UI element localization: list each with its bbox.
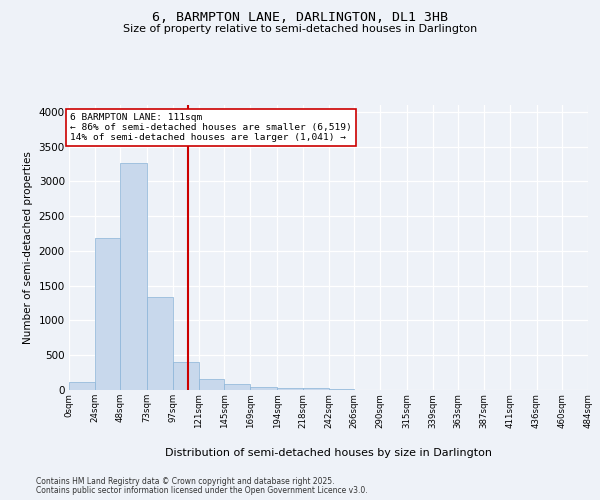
Bar [173, 362, 199, 390]
Bar [121, 162, 147, 390]
Bar [303, 388, 329, 390]
Bar [69, 382, 95, 390]
Text: Contains public sector information licensed under the Open Government Licence v3: Contains public sector information licen… [36, 486, 368, 495]
Bar [277, 388, 303, 390]
Bar [95, 238, 121, 390]
Text: Contains HM Land Registry data © Crown copyright and database right 2025.: Contains HM Land Registry data © Crown c… [36, 477, 335, 486]
Text: Size of property relative to semi-detached houses in Darlington: Size of property relative to semi-detach… [123, 24, 477, 34]
Y-axis label: Number of semi-detached properties: Number of semi-detached properties [23, 151, 33, 344]
Text: 6 BARMPTON LANE: 111sqm
← 86% of semi-detached houses are smaller (6,519)
14% of: 6 BARMPTON LANE: 111sqm ← 86% of semi-de… [70, 112, 352, 142]
Text: Distribution of semi-detached houses by size in Darlington: Distribution of semi-detached houses by … [166, 448, 493, 458]
Bar [199, 378, 224, 390]
Bar [224, 384, 250, 390]
Bar [147, 297, 173, 390]
Bar [329, 388, 354, 390]
Bar [250, 387, 277, 390]
Text: 6, BARMPTON LANE, DARLINGTON, DL1 3HB: 6, BARMPTON LANE, DARLINGTON, DL1 3HB [152, 11, 448, 24]
